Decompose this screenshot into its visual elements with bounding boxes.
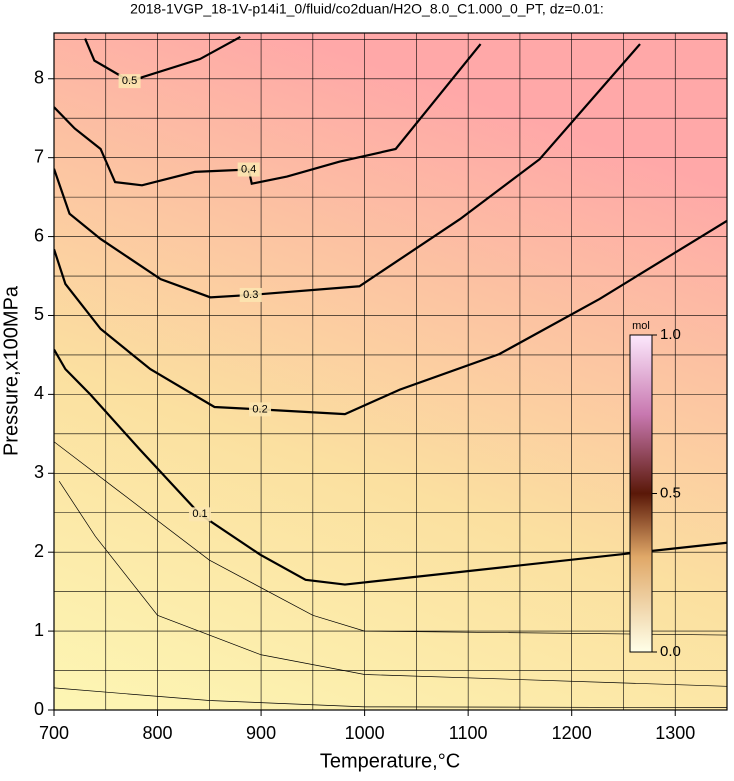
contour-label-bg [188, 507, 211, 522]
contour-label: 0.5 [122, 75, 137, 87]
y-tick-label: 3 [34, 462, 44, 482]
chart-title: 2018-1VGP_18-1V-p14i1_0/fluid/co2duan/H2… [130, 1, 604, 17]
y-tick-label: 5 [34, 304, 44, 324]
thin-contour [54, 687, 727, 708]
contour-label-bg [249, 402, 272, 417]
colorbar-tick-label: 1.0 [660, 326, 681, 343]
grid [54, 33, 727, 710]
y-tick-label: 0 [34, 699, 44, 719]
x-tick-label: 1300 [655, 723, 695, 743]
colorbar-label: mol [632, 320, 650, 332]
contour-line [54, 43, 482, 187]
x-tick-label: 800 [143, 723, 173, 743]
y-tick-label: 2 [34, 541, 44, 561]
contour-label-bg [239, 287, 262, 302]
y-axis-label: Pressure,x100MPa [0, 285, 22, 456]
contour-label-bg [118, 74, 141, 89]
x-tick-label: 900 [246, 723, 276, 743]
contour-label: 0.1 [192, 508, 207, 520]
y-tick-label: 6 [34, 225, 44, 245]
plot-frame [53, 32, 728, 711]
contour-label: 0.2 [252, 403, 267, 415]
x-axis-label: Temperature,°C [320, 750, 460, 772]
y-tick-label: 7 [34, 146, 44, 166]
x-tick-label: 700 [39, 723, 69, 743]
colorbar-tick-label: 0.5 [660, 484, 681, 501]
x-tick-label: 1200 [552, 723, 592, 743]
x-tick-label: 1000 [345, 723, 385, 743]
x-tick-label: 1100 [449, 723, 488, 743]
plot-background [54, 33, 727, 710]
thin-contour [54, 441, 727, 636]
thin-contour [58, 480, 727, 687]
contour-label-bg [237, 162, 260, 177]
y-tick-label: 1 [34, 620, 44, 640]
colorbar [629, 334, 653, 653]
contour-line [54, 43, 641, 299]
contour-label: 0.3 [243, 289, 258, 301]
contour-label: 0.4 [241, 163, 256, 175]
y-tick-label: 8 [34, 68, 44, 88]
y-tick-label: 4 [34, 383, 44, 403]
contours: 0.1 0.2 0.3 0.4 0.5 [54, 35, 727, 708]
colorbar-tick-label: 0.0 [660, 643, 681, 660]
